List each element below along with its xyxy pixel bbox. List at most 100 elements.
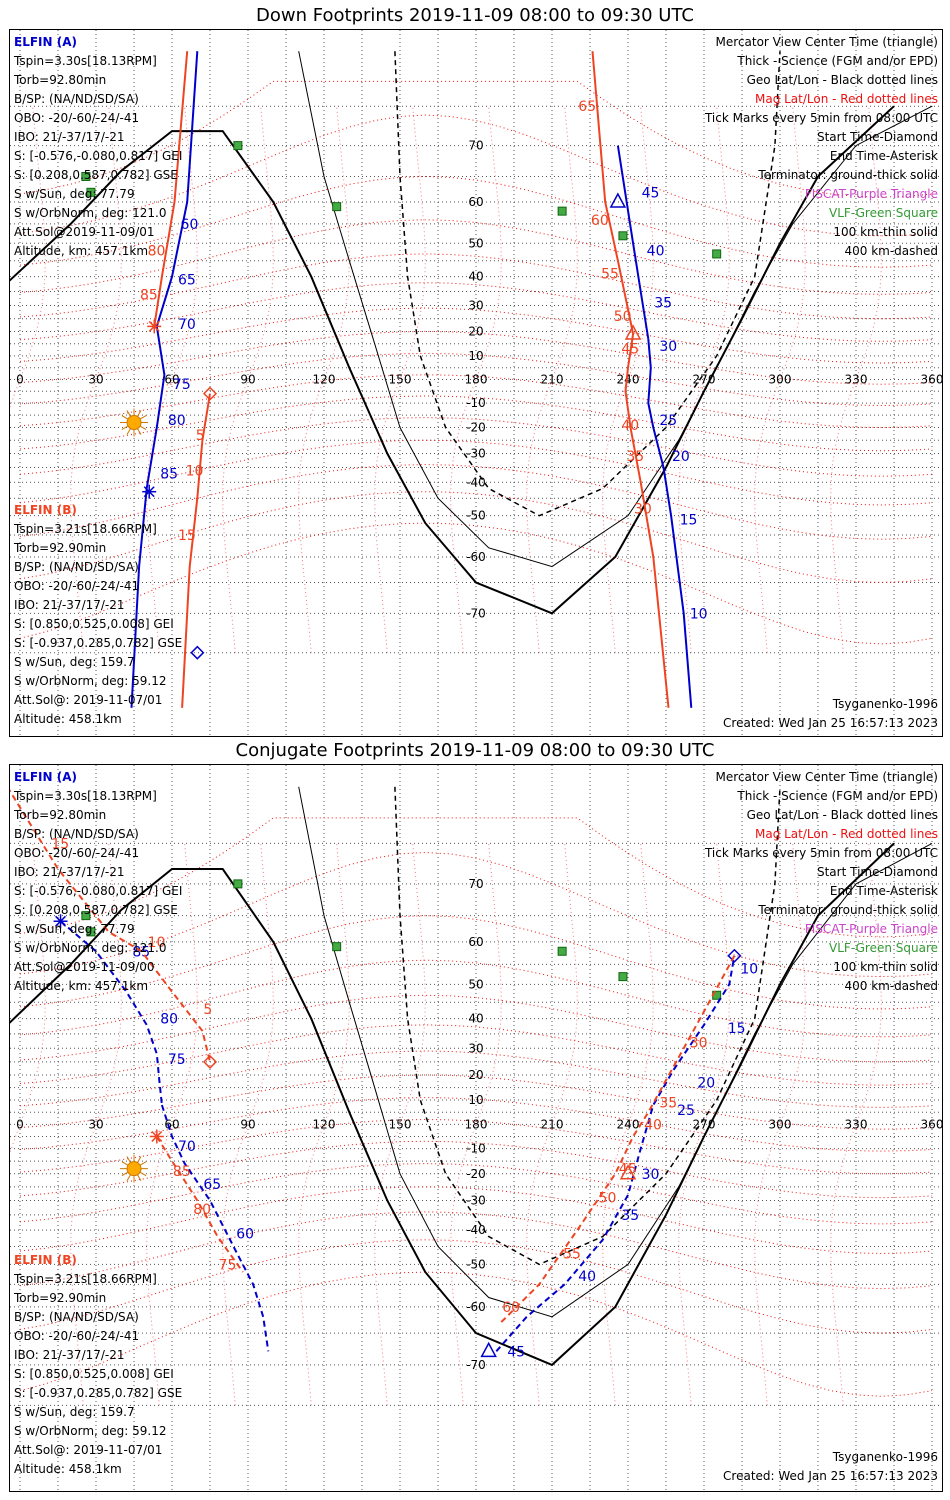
mag-lat-curve [19,491,933,584]
legend-line: Start Time-Diamond [816,130,938,144]
mag-lon-curve [222,106,274,653]
time-tick-label: 15 [178,528,196,544]
start-diamond-marker [202,386,218,401]
time-tick-label: 75 [219,1257,237,1273]
time-tick-label: 85 [160,466,178,482]
y-tick-label: -40 [466,1223,486,1237]
x-tick-label: 90 [240,372,255,386]
mag-lat-curve [19,282,933,342]
time-tick-label: 50 [614,309,632,325]
model-label: Tsyganenko-1996 [832,1450,938,1464]
x-tick-label: 360 [921,372,942,386]
time-tick-label: 35 [659,1096,677,1112]
info-b-line: Att.Sol@: 2019-11-07/01 [14,1443,163,1457]
time-tick-label: 35 [626,449,644,465]
info-b-line: Torb=92.90min [14,541,107,555]
y-tick-label: 10 [468,349,483,363]
legend-line: FISCAT-Purple Triangle [804,187,938,201]
y-tick-label: -50 [466,1257,486,1271]
info-a-header: ELFIN (A) [14,35,77,49]
info-b-line: B/SP: (NA/ND/SD/SA) [14,1310,139,1324]
time-tick-label: 40 [578,1269,596,1285]
x-tick-label: 0 [16,1117,24,1131]
time-tick-label: 75 [168,1052,186,1068]
sun-ray [139,1161,147,1166]
legend-line: Geo Lat/Lon - Black dotted lines [746,73,938,87]
info-a-line: OBO: -20/-60/-24/-41 [14,846,140,860]
info-b-line: OBO: -20/-60/-24/-41 [14,1329,140,1343]
info-b-line: Tspin=3.21s[18.66RPM] [14,522,157,536]
mag-lat-curve [19,417,933,477]
info-a-line: B/SP: (NA/ND/SD/SA) [14,92,139,106]
sun-icon [126,1161,142,1177]
mag-lat-curve [19,1163,933,1225]
info-b-line: S: [0.850,0.525,0.008] GEI [14,617,174,631]
time-tick-label: 30 [659,339,677,355]
mag-lon-curve [678,106,730,653]
info-b-line: IBO: 21/-37/17/-21 [14,1348,125,1362]
time-tick-label: 40 [647,243,665,259]
time-tick-label: 60 [502,1300,520,1316]
time-tick-label: 80 [168,413,186,429]
info-b-block: ELFIN (B) Tspin=3.21s[18.66RPM] Torb=92.… [14,1251,182,1479]
end-asterisk-marker [148,320,160,332]
info-a-line: Att.Sol@2019-11-09/00 [14,960,155,974]
mag-lon-curve [602,843,654,1406]
mag-lon-curve [526,843,578,1406]
end-asterisk-marker [55,915,67,927]
mag-lon-curve [222,843,274,1406]
info-b-line: S w/OrbNorm, deg: 59.12 [14,1424,167,1438]
time-tick-label: 10 [186,463,204,479]
x-tick-label: 330 [845,372,868,386]
time-tick-label: 5 [203,1002,212,1018]
mag-lon-curve [146,106,198,653]
x-tick-label: 30 [88,1117,103,1131]
y-tick-label: 20 [468,1068,483,1082]
vlf-station-marker [557,206,567,216]
footprint-track [500,955,736,1323]
legend-line: Mercator View Center Time (triangle) [715,770,938,784]
mag-lon-curve [830,843,882,1406]
legend-line: Terminator: ground-thick solid [758,168,938,182]
y-tick-label: -40 [466,475,486,489]
time-tick-label: 30 [690,1036,708,1052]
terminator-100km [298,51,933,568]
mag-lon-curve [70,843,122,1406]
mag-lat-curve [19,1140,933,1199]
panel-1-title: Down Footprints 2019-11-09 08:00 to 09:3… [256,5,694,26]
sun-ray [126,428,131,435]
time-tick-label: 55 [601,267,619,283]
y-tick-label: -60 [466,1300,486,1314]
terminator-100km [298,786,933,1318]
mag-lon-curve [450,106,502,653]
y-tick-label: -70 [466,1358,486,1372]
info-a-line: OBO: -20/-60/-24/-41 [14,111,140,125]
info-b-line: Torb=92.90min [14,1291,107,1305]
time-tick-label: 85 [140,287,158,303]
y-tick-label: 50 [468,236,483,250]
mag-lon-curve [374,843,426,1406]
time-tick-label: 65 [578,99,596,115]
info-b-block: ELFIN (B) Tspin=3.21s[18.66RPM] Torb=92.… [14,501,182,729]
info-b-line: OBO: -20/-60/-24/-41 [14,579,140,593]
time-tick-label: 80 [193,1202,211,1218]
footprint-track [647,338,693,708]
info-a-line: B/SP: (NA/ND/SD/SA) [14,827,139,841]
time-tick-label: 15 [728,1021,746,1037]
info-b-line: B/SP: (NA/ND/SD/SA) [14,560,139,574]
sun-ray [121,415,129,420]
info-a-line: IBO: 21/-37/17/-21 [14,130,125,144]
vlf-station-marker [557,946,567,956]
x-tick-label: 270 [693,372,716,386]
mag-lat-curve [19,307,933,364]
conjugate-footprints-panel: 0 30 60 90 120 150 180 210 240 270 300 330 360 70 60 50… [9,764,943,1492]
panel-2-title: Conjugate Footprints 2019-11-09 08:00 to… [235,740,715,761]
start-diamond-marker [727,948,742,963]
time-tick-label: 60 [181,217,199,233]
time-tick-label: 75 [173,377,191,393]
sun-ray [121,425,129,430]
info-a-line: IBO: 21/-37/17/-21 [14,865,125,879]
info-a-line: S w/OrbNorm, deg: 121.0 [14,941,167,955]
info-a-line: Altitude, km: 457.1km [14,244,149,258]
legend-line: Start Time-Diamond [816,865,938,879]
